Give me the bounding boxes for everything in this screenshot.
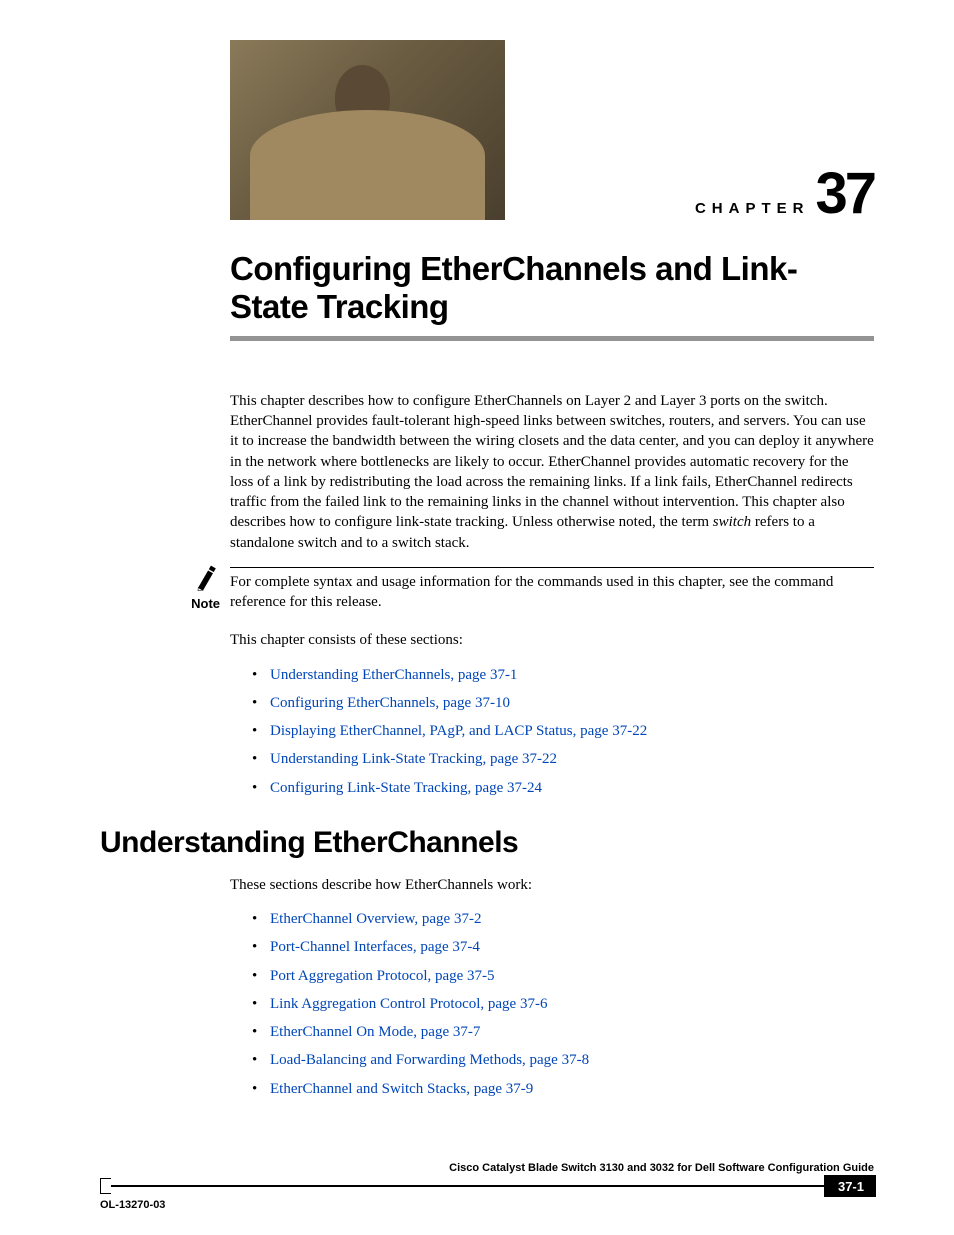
title-block: Configuring EtherChannels and Link-State… xyxy=(230,250,874,341)
toc-link[interactable]: Port Aggregation Protocol, page 37-5 xyxy=(270,968,495,984)
list-item: Load-Balancing and Forwarding Methods, p… xyxy=(250,1050,874,1070)
list-item: Understanding Link-State Tracking, page … xyxy=(250,749,874,769)
sections-intro: This chapter consists of these sections: xyxy=(230,630,874,650)
list-item: Port-Channel Interfaces, page 37-4 xyxy=(250,937,874,957)
list-item: Port Aggregation Protocol, page 37-5 xyxy=(250,966,874,986)
toc-link[interactable]: Configuring Link-State Tracking, page 37… xyxy=(270,780,542,796)
chapter-number: 37 xyxy=(815,168,874,220)
toc-link[interactable]: Load-Balancing and Forwarding Methods, p… xyxy=(270,1052,589,1068)
list-item: EtherChannel On Mode, page 37-7 xyxy=(250,1022,874,1042)
list-item: Displaying EtherChannel, PAgP, and LACP … xyxy=(250,721,874,741)
footer-rule xyxy=(111,1185,824,1187)
chapter-header: CHAPTER 37 xyxy=(230,40,874,220)
note-block: Note For complete syntax and usage infor… xyxy=(100,567,874,613)
list-item: Configuring Link-State Tracking, page 37… xyxy=(250,778,874,798)
intro-paragraph: This chapter describes how to configure … xyxy=(230,391,874,553)
page-footer: Cisco Catalyst Blade Switch 3130 and 303… xyxy=(100,1162,874,1211)
toc-link[interactable]: Displaying EtherChannel, PAgP, and LACP … xyxy=(270,723,647,739)
toc-link[interactable]: Understanding Link-State Tracking, page … xyxy=(270,751,557,767)
pencil-icon xyxy=(192,564,223,592)
title-rule xyxy=(230,336,874,341)
footer-doc-id: OL-13270-03 xyxy=(100,1199,874,1211)
section-heading: Understanding EtherChannels xyxy=(100,826,874,860)
toc-link[interactable]: Understanding EtherChannels, page 37-1 xyxy=(270,667,517,683)
list-item: Understanding EtherChannels, page 37-1 xyxy=(250,665,874,685)
footer-left-ornament xyxy=(100,1178,111,1194)
toc-link[interactable]: Configuring EtherChannels, page 37-10 xyxy=(270,695,510,711)
document-page: CHAPTER 37 Configuring EtherChannels and… xyxy=(0,0,954,1235)
chapter-photo xyxy=(230,40,505,220)
note-gutter: Note xyxy=(100,567,230,611)
list-item: EtherChannel and Switch Stacks, page 37-… xyxy=(250,1079,874,1099)
chapter-label: CHAPTER 37 xyxy=(695,168,874,220)
toc-link[interactable]: EtherChannel and Switch Stacks, page 37-… xyxy=(270,1081,533,1097)
section2-intro: These sections describe how EtherChannel… xyxy=(230,875,874,895)
toc-link[interactable]: EtherChannel Overview, page 37-2 xyxy=(270,911,481,927)
footer-page-number: 37-1 xyxy=(838,1179,864,1194)
list-item: EtherChannel Overview, page 37-2 xyxy=(250,909,874,929)
toc-list-2: EtherChannel Overview, page 37-2 Port-Ch… xyxy=(250,909,874,1099)
list-item: Configuring EtherChannels, page 37-10 xyxy=(250,693,874,713)
chapter-word: CHAPTER xyxy=(695,200,810,217)
chapter-title: Configuring EtherChannels and Link-State… xyxy=(230,250,874,326)
footer-page-box: 37-1 xyxy=(824,1175,874,1197)
footer-guide-title: Cisco Catalyst Blade Switch 3130 and 303… xyxy=(100,1162,874,1174)
note-text: For complete syntax and usage informatio… xyxy=(230,567,874,613)
intro-text-pre: This chapter describes how to configure … xyxy=(230,393,874,531)
toc-link[interactable]: EtherChannel On Mode, page 37-7 xyxy=(270,1024,480,1040)
toc-list-1: Understanding EtherChannels, page 37-1 C… xyxy=(250,665,874,798)
list-item: Link Aggregation Control Protocol, page … xyxy=(250,994,874,1014)
note-label: Note xyxy=(100,596,220,611)
toc-link[interactable]: Link Aggregation Control Protocol, page … xyxy=(270,996,547,1012)
intro-italic: switch xyxy=(713,514,751,530)
toc-link[interactable]: Port-Channel Interfaces, page 37-4 xyxy=(270,939,480,955)
footer-bar: 37-1 xyxy=(100,1176,874,1196)
